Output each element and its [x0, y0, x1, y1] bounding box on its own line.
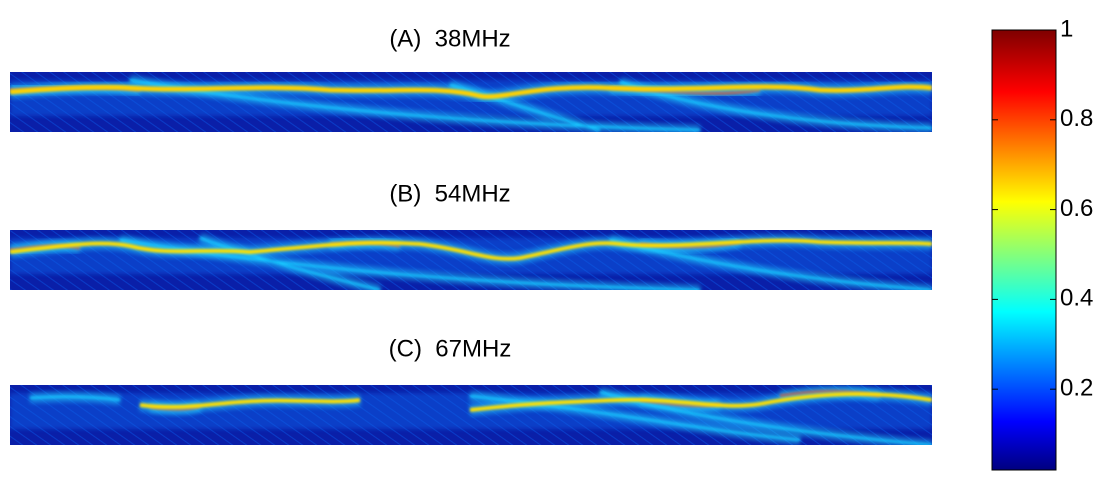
- ridges: [10, 75, 932, 132]
- tick-label: 0.4: [1060, 285, 1093, 312]
- panel-title: (C) 67MHz: [389, 335, 512, 362]
- tick-label: 1: [1060, 15, 1073, 42]
- ridge: [139, 391, 932, 412]
- heatmap: [10, 72, 932, 132]
- tick-label: 0.8: [1060, 105, 1093, 132]
- tick-label: 0.2: [1060, 375, 1093, 402]
- tick-label: 0.6: [1060, 195, 1093, 222]
- panel-title: (B) 54MHz: [389, 180, 510, 207]
- ridge: [10, 84, 932, 100]
- ridges: [10, 233, 932, 290]
- colorbar: [991, 29, 1057, 471]
- ridges: [10, 386, 932, 445]
- ridge: [10, 238, 932, 261]
- panel-title: (A) 38MHz: [389, 25, 510, 52]
- heatmap: [10, 385, 932, 445]
- heatmap: [10, 230, 932, 290]
